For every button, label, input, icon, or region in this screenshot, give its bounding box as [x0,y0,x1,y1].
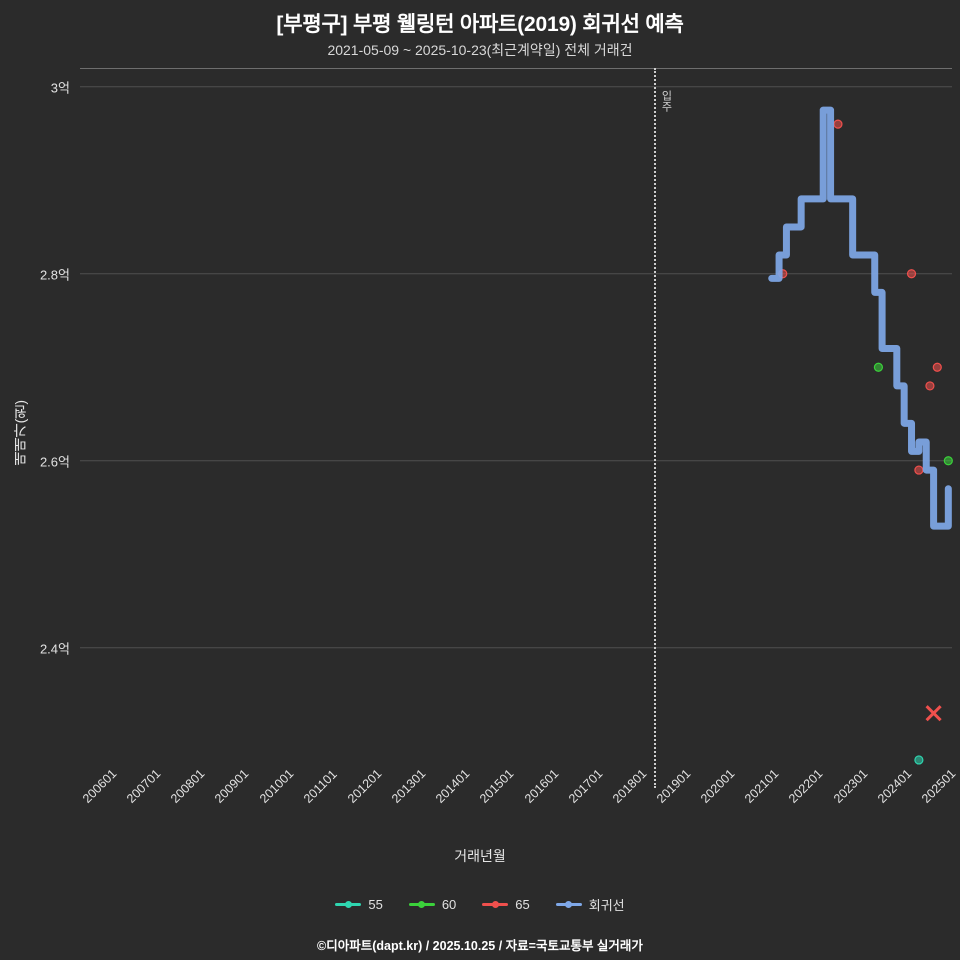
legend-item-65[interactable]: 65 [482,897,530,912]
legend-label: 55 [368,897,383,912]
x-axis-label: 거래년월 [454,848,506,864]
page-subtitle: 2021-05-09 ~ 2025-10-23(최근계약일) 전체 거래건 [327,42,633,58]
legend-swatch-icon [555,901,582,908]
legend-item-회귀선[interactable]: 회귀선 [555,895,625,914]
legend-item-60[interactable]: 60 [408,897,457,912]
y-tick-label: 3억 [50,80,70,96]
gridlines [80,86,952,649]
y-axis-label: 매매가(원) [12,400,28,466]
data-layer [768,106,953,765]
chart-legend: 55 60 65 회귀선 [0,895,960,914]
plot-background [80,68,952,788]
scatter-point-outlier [925,705,942,722]
y-tick-label: 2.4억 [39,641,70,657]
scatter-point [914,755,924,765]
scatter-point [873,362,884,372]
regression-line [768,106,952,530]
legend-label: 60 [441,897,457,912]
scatter-point [833,119,843,129]
page-title: [부평구] 부평 웰링턴 아파트(2019) 회귀선 예측 [276,13,684,36]
footer-credit: ©디아파트(dapt.kr) / 2025.10.25 / 자료=국토교통부 실… [317,939,643,953]
legend-label: 회귀선 [588,898,625,913]
y-tick-label: 2.8억 [39,267,70,283]
legend-swatch-icon [335,901,362,908]
y-tick-label: 2.6억 [39,454,70,470]
legend-swatch-icon [482,901,509,908]
move-in-vline [653,68,656,788]
legend-swatch-icon [408,901,435,908]
legend-item-55[interactable]: 55 [335,897,383,912]
plot-top-border [80,68,952,69]
scatter-point [943,456,953,466]
scatter-point [932,362,942,372]
scatter-point [925,381,935,391]
move-in-vline-label: 입주 [659,90,672,112]
scatter-point [914,465,924,475]
legend-label: 65 [515,897,530,912]
plot-area: 입주 2.4억 2.6억 2.8억 3억 200601 200701 200801 2009… [40,68,958,806]
scatter-point [906,269,917,279]
